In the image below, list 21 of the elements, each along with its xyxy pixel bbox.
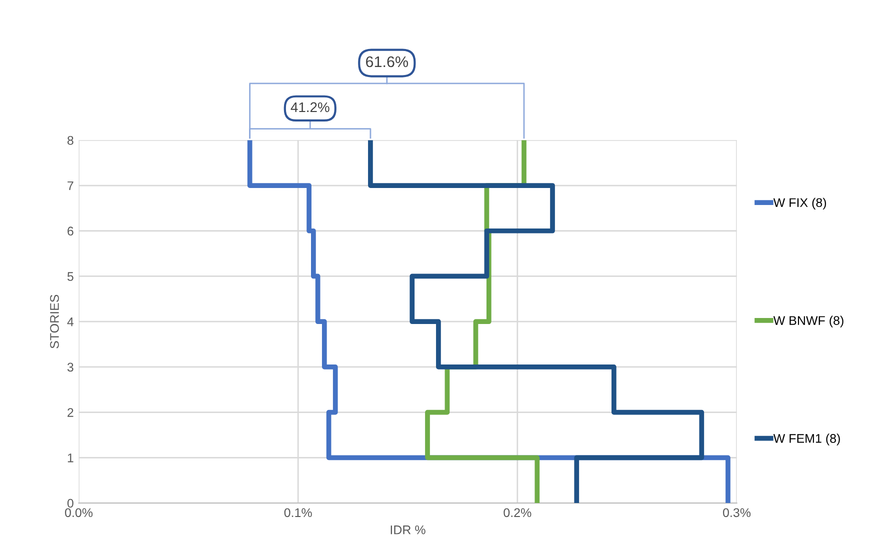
y-tick-label: 5 [67, 272, 74, 281]
y-tick-label: 3 [67, 362, 74, 372]
x-axis-title: IDR % [390, 525, 426, 534]
legend-label: W BNWF (8) [773, 316, 844, 328]
x-tick-label: 0.2% [504, 508, 532, 518]
y-tick-label: 0 [67, 498, 74, 508]
y-tick-label: 4 [67, 318, 74, 326]
legend-label: W FEM1 (8) [773, 434, 840, 446]
y-tick-label: 8 [67, 136, 74, 145]
legend-label: W FIX (8) [773, 198, 826, 210]
y-tick-label: 6 [68, 226, 74, 236]
x-tick-label: 0.1% [284, 508, 312, 518]
y-tick-label: 2 [68, 408, 74, 417]
text: 61.6% [366, 56, 408, 68]
x-tick-label: 0.3% [722, 508, 751, 518]
y-tick-label: 1 [68, 454, 74, 462]
text: 41.2% [290, 102, 330, 112]
y-tick-label: 7 [68, 181, 74, 190]
y-axis-title: STORIES [50, 294, 59, 348]
x-tick-label: 0.0% [64, 508, 93, 518]
line-series [368, 140, 704, 504]
